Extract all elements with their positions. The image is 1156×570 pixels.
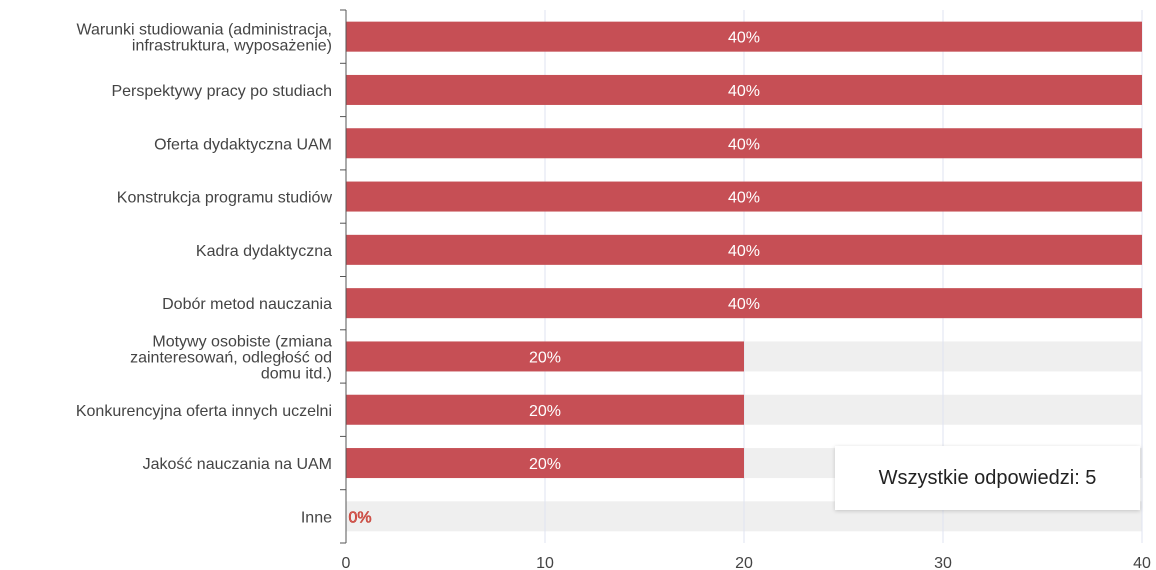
category-label: Inne — [301, 509, 332, 526]
data-label: 40% — [728, 296, 760, 313]
category-labels: Warunki studiowania (administracja, infra… — [76, 22, 333, 527]
bar[interactable] — [346, 181, 1142, 212]
data-label: 40% — [728, 136, 760, 153]
data-label: 40% — [728, 190, 760, 207]
category-label: Motywy osobiste (zmiana zainteresowań, od… — [130, 333, 332, 382]
category-label: Warunki studiowania (administracja, infra… — [76, 22, 332, 55]
category-label: Kadra dydaktyczna — [196, 243, 332, 260]
bar[interactable] — [346, 448, 744, 479]
data-labels: 40% 40% 40% 40% 40% 40% 20% 20% 20% 0% — [348, 30, 760, 527]
bar[interactable] — [346, 74, 1142, 105]
bar[interactable] — [346, 234, 1142, 265]
total-responses-text: Wszystkie odpowiedzi: 5 — [878, 466, 1097, 489]
category-label: Dobór metod nauczania — [162, 296, 332, 313]
data-label: 40% — [728, 30, 760, 47]
category-label: Oferta dydaktyczna UAM — [154, 136, 332, 153]
data-label: 20% — [529, 403, 561, 420]
bars — [346, 21, 1142, 479]
data-label: 20% — [529, 456, 561, 473]
x-tick-label: 20 — [735, 555, 753, 570]
bar[interactable] — [346, 21, 1142, 52]
x-tick-label: 0 — [342, 555, 351, 570]
bar[interactable] — [346, 128, 1142, 159]
x-tick-label: 40 — [1133, 555, 1151, 570]
data-label: 40% — [728, 83, 760, 100]
y-axis — [340, 9, 347, 544]
bar[interactable] — [346, 288, 1142, 319]
total-responses-box: Wszystkie odpowiedzi: 5 — [835, 446, 1140, 510]
data-label: 20% — [529, 349, 561, 366]
category-label: Jakość nauczania na UAM — [143, 456, 332, 473]
category-label: Perspektywy pracy po studiach — [111, 83, 332, 100]
x-tick-label: 10 — [536, 555, 554, 570]
bar[interactable] — [346, 341, 744, 372]
category-label: Konkurencyjna oferta innych uczelni — [76, 403, 332, 420]
data-label: 40% — [728, 243, 760, 260]
bar[interactable] — [346, 394, 744, 425]
data-label: 0% — [348, 509, 371, 526]
x-tick-label: 30 — [934, 555, 952, 570]
x-axis-ticks: 0 10 20 30 40 — [342, 555, 1151, 570]
category-label: Konstrukcja programu studiów — [117, 190, 333, 207]
